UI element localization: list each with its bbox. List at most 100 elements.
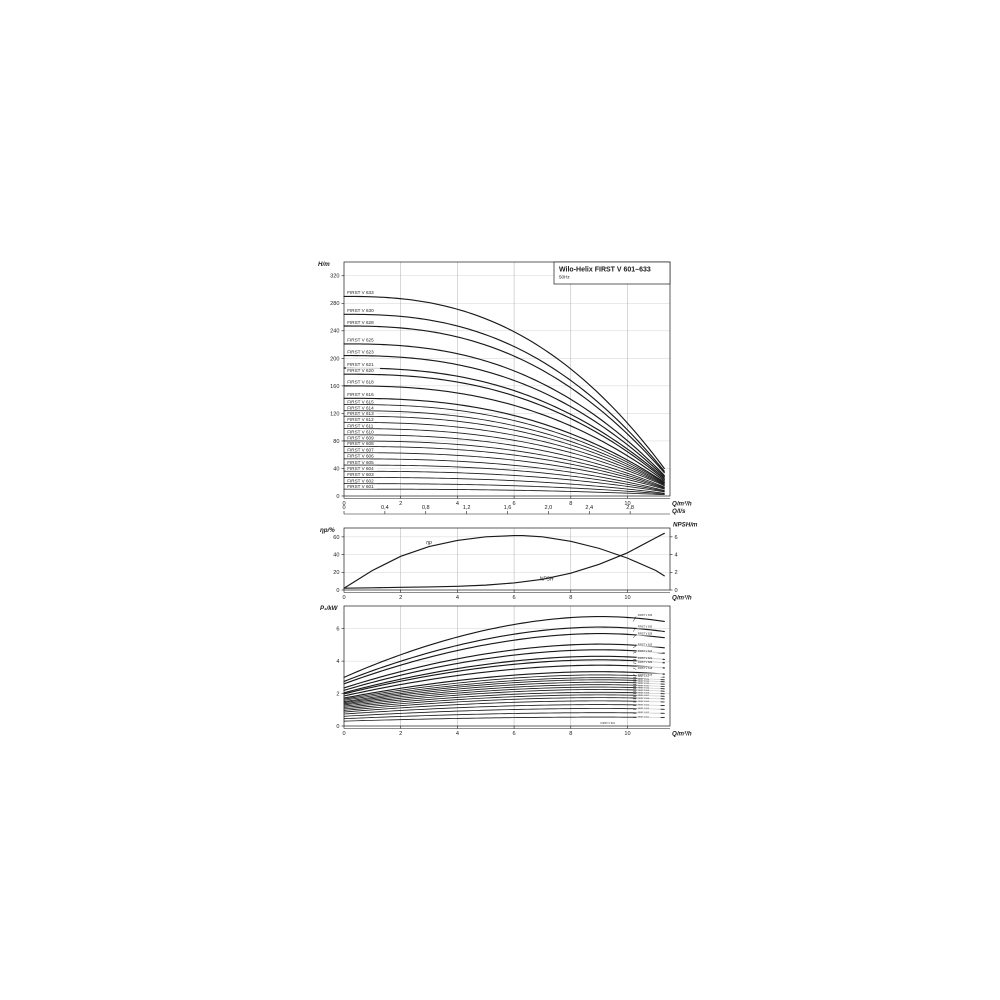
- power-curve-label: FIRST V 601: [633, 715, 661, 718]
- head-curve-label-text: FIRST V 618: [347, 380, 374, 385]
- head-curve-label: FIRST V 613: [346, 411, 377, 416]
- power-curve: [343, 626, 665, 682]
- head-curve-label: FIRST V 621: [346, 361, 380, 367]
- power-curve-label-text: FIRST V 613: [638, 681, 649, 683]
- head-curve: [343, 452, 665, 490]
- head-curve: [343, 325, 665, 474]
- power-curve-label: FIRST V 603: [633, 707, 661, 710]
- power-y-tick: 0: [336, 724, 339, 730]
- head-curve: [343, 440, 665, 489]
- head-curve-label: FIRST V 610: [346, 430, 377, 435]
- head-curve-label-text: FIRST V 601: [347, 484, 374, 489]
- eff-y-tick: 0: [336, 588, 339, 594]
- head-curve: [343, 458, 665, 491]
- head-curve-label-text: FIRST V 621: [347, 362, 374, 367]
- efficiency-annotation: ηp: [426, 540, 432, 546]
- head-curve-label-text: FIRST V 633: [347, 290, 374, 295]
- head-curve: [343, 295, 665, 470]
- power-x-tick: 4: [456, 731, 459, 737]
- power-curve-label-text: FIRST V 615: [638, 676, 649, 678]
- power-curve-label-text: FIRST V 603: [638, 708, 649, 710]
- power-curve-label-text: FIRST V 625: [638, 644, 653, 647]
- head-curve-label-text: FIRST V 604: [347, 466, 374, 471]
- head-x2-tick: 0,4: [381, 505, 389, 511]
- power-curve-label: FIRST V 621: [633, 656, 663, 661]
- head-curve: [343, 446, 665, 489]
- head-curve-label-text: FIRST V 602: [347, 478, 374, 483]
- npsh-y-tick: 4: [675, 552, 678, 558]
- head-curve: [343, 397, 665, 483]
- eff-y-tick: 60: [333, 535, 339, 541]
- power-curve: [343, 649, 665, 691]
- head-x2-tick: 2,8: [626, 505, 634, 511]
- power-curve-label: FIRST V 614: [633, 678, 661, 681]
- head-curve-label: FIRST V 605: [346, 460, 377, 465]
- power-curve: [343, 643, 665, 689]
- power-curve-label: FIRST V 611: [633, 684, 661, 687]
- title-block: [553, 261, 671, 285]
- head-x2-tick: 2,4: [585, 505, 593, 511]
- power-curve-label-text: FIRST V 605: [638, 701, 649, 703]
- pump-performance-figure: 0 40 80 120 160 200 240 280 320 H/m 0 2 4 6 8 10 Q/m³/h 0…: [316, 248, 698, 748]
- power-curve: [343, 615, 665, 678]
- head-y-tick: 200: [330, 356, 339, 362]
- power-curve-label: FIRST V 620: [633, 660, 663, 665]
- head-curve-label: FIRST V 608: [346, 441, 377, 446]
- head-curve: [343, 355, 665, 478]
- power-curve: [343, 708, 665, 717]
- power-curve: [343, 691, 665, 708]
- eff-y-tick: 40: [333, 552, 339, 558]
- chart-frequency: 50Hz: [559, 275, 570, 280]
- head-curve-label: FIRST V 633: [346, 289, 380, 296]
- power-curve-label-text: FIRST V 608: [638, 693, 649, 695]
- head-curve-label-text: FIRST V 625: [347, 338, 374, 343]
- npsh-y-tick: 2: [675, 570, 678, 576]
- head-x-axis-label: Q/m³/h: [672, 501, 692, 508]
- power-curve-label-text: FIRST V 606: [638, 698, 649, 700]
- head-curve-label-text: FIRST V 615: [347, 399, 374, 404]
- head-curve-label: FIRST V 609: [346, 436, 377, 441]
- head-x-tick: 10: [624, 501, 630, 507]
- chart-title: Wilo-Helix FIRST V 601–633: [559, 267, 651, 274]
- head-curve: [343, 410, 665, 485]
- head-curve-label-text: FIRST V 616: [347, 392, 374, 397]
- head-curve-label: FIRST V 601: [346, 484, 377, 489]
- power-curve: [343, 712, 665, 720]
- head-x2-axis-label: Q/l/s: [672, 508, 686, 515]
- power-x-tick: 8: [569, 731, 572, 737]
- power-curve-label-text: FIRST V 630: [638, 625, 653, 628]
- eff-x-tick: 4: [456, 595, 459, 601]
- power-curve: [343, 659, 665, 695]
- power-x-tick: 0: [342, 731, 345, 737]
- head-curve-label-text: FIRST V 623: [347, 349, 374, 354]
- head-curve: [343, 313, 665, 472]
- head-curve-label: FIRST V 603: [346, 472, 377, 477]
- head-curve-label: FIRST V 625: [346, 337, 380, 343]
- power-curve: [343, 704, 665, 715]
- power-curve: [343, 677, 665, 701]
- power-curve: [343, 681, 665, 704]
- power-curve-label-text: FIRST V 618: [638, 667, 653, 670]
- head-curve-label-text: FIRST V 628: [347, 320, 374, 325]
- head-curve-label-text: FIRST V 606: [347, 454, 374, 459]
- power-chart: 0 2 4 6 P₂/kW 0 2 4 6 8 10 Q/m³/h FIRST V 633 FIRST V…: [320, 605, 692, 738]
- head-y-tick: 320: [330, 274, 339, 280]
- power-curve: [343, 700, 665, 713]
- power-curve-label: FIRST V 606: [633, 697, 661, 700]
- power-curve: [343, 684, 665, 705]
- eff-y-tick: 20: [333, 570, 339, 576]
- power-curve-label-text: FIRST V 607: [638, 695, 649, 697]
- power-curve: [343, 655, 665, 694]
- power-curve-label-text: FIRST V 612: [638, 683, 649, 685]
- head-y-tick: 160: [330, 384, 339, 390]
- head-y-tick: 80: [333, 439, 339, 445]
- head-curve-label-text: FIRST V 611: [347, 423, 374, 428]
- power-curve-label: FIRST V 607: [633, 694, 661, 697]
- head-y-tick: 40: [333, 466, 339, 472]
- power-curve-label: FIRST V 602: [633, 711, 661, 714]
- eff-x-tick: 6: [513, 595, 516, 601]
- head-curve: [343, 421, 665, 486]
- head-curve: [343, 476, 665, 494]
- power-curve-label: FIRST V 604: [633, 703, 661, 706]
